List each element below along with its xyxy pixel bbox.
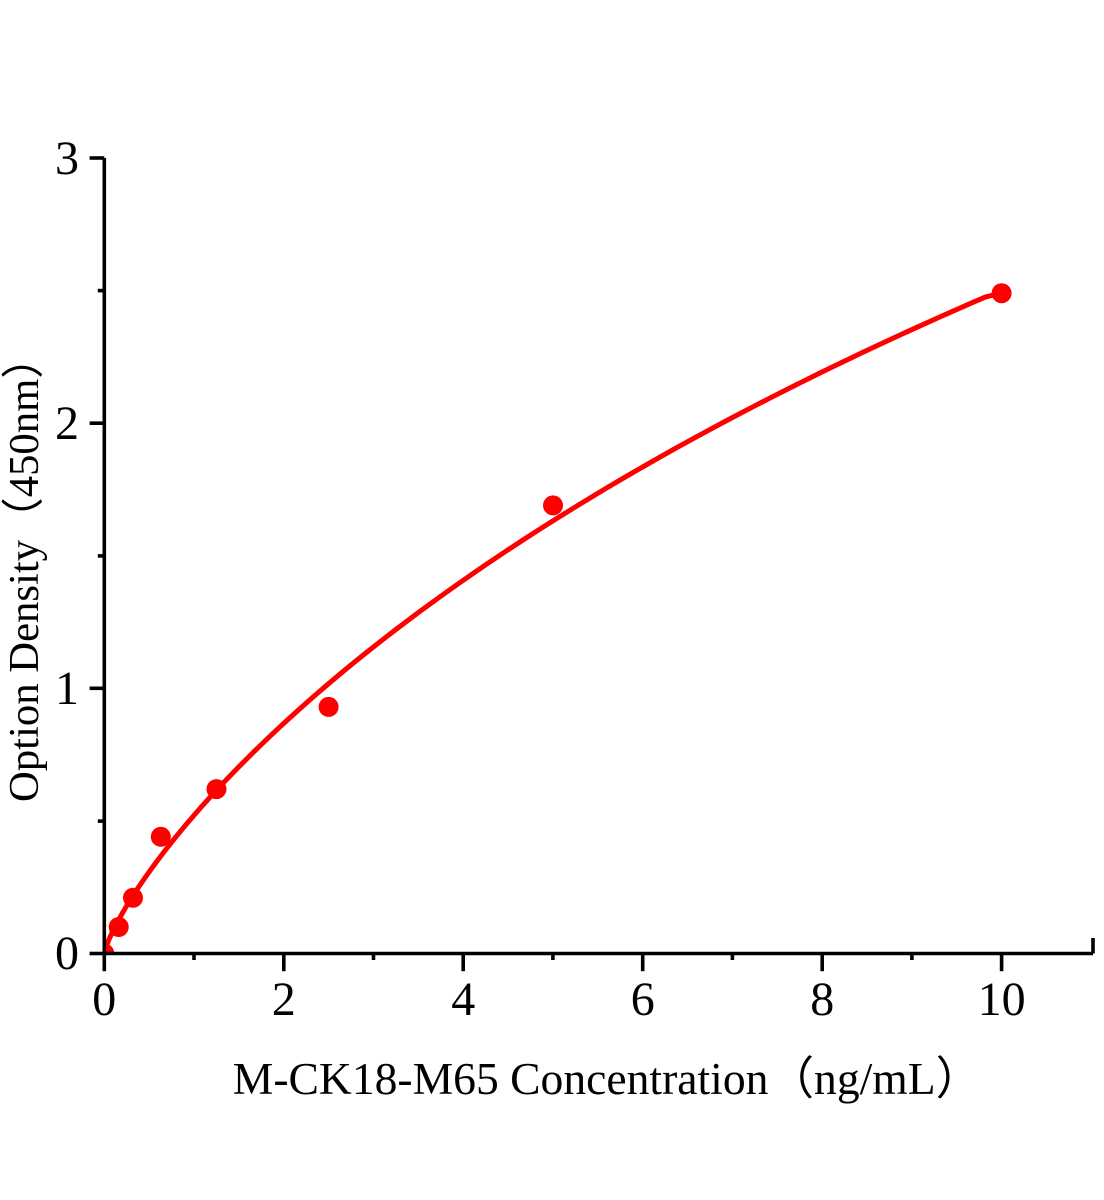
- svg-text:10: 10: [978, 973, 1026, 1026]
- svg-text:2: 2: [272, 973, 296, 1026]
- svg-text:3: 3: [55, 132, 79, 185]
- svg-text:1: 1: [55, 662, 79, 715]
- svg-text:6: 6: [631, 973, 655, 1026]
- svg-text:0: 0: [92, 973, 116, 1026]
- svg-text:M-CK18-M65 Concentration（ng/mL: M-CK18-M65 Concentration（ng/mL）: [233, 1053, 981, 1104]
- svg-text:8: 8: [810, 973, 834, 1026]
- svg-text:2: 2: [55, 397, 79, 450]
- svg-text:4: 4: [451, 973, 475, 1026]
- svg-text:Option Density（450nm）: Option Density（450nm）: [1, 336, 48, 802]
- svg-text:0: 0: [55, 927, 79, 980]
